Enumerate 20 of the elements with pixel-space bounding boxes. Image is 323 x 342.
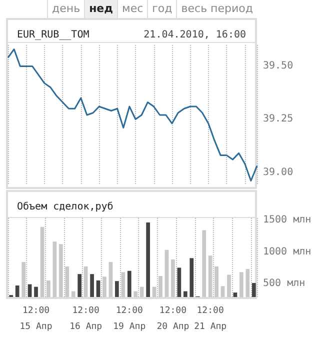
chart-subtitle: 21.04.2010, 16:00	[144, 30, 246, 40]
text: нед	[84, 0, 118, 18]
chart-title: Объем сделок,руб	[17, 202, 114, 212]
y-tick-label: 39.00	[263, 166, 294, 178]
x-tick-label: 12:00 21 Апр	[194, 306, 227, 332]
line-series	[7, 48, 258, 182]
y-tick-label: 39.25	[263, 114, 294, 125]
chart-title: EUR_RUB__TOM	[17, 30, 90, 40]
text: день	[47, 0, 84, 18]
y-tick-label: 39.50	[263, 60, 294, 72]
y-tick-label: 1000 млн	[263, 246, 312, 258]
text: год	[147, 0, 176, 18]
y-tick-label: 500 млн	[263, 278, 306, 290]
x-tick-label: 12:00 16 Апр	[70, 306, 102, 332]
y-tick-label: 1500 млн	[263, 214, 312, 226]
x-tick-label: 12:00 20 Апр	[156, 306, 190, 332]
x-tick-label: 12:00 15 Апр	[20, 306, 52, 332]
text: мес	[117, 0, 148, 18]
x-tick-label: 12:00 19 Апр	[113, 306, 146, 332]
text: весь период	[176, 0, 257, 18]
